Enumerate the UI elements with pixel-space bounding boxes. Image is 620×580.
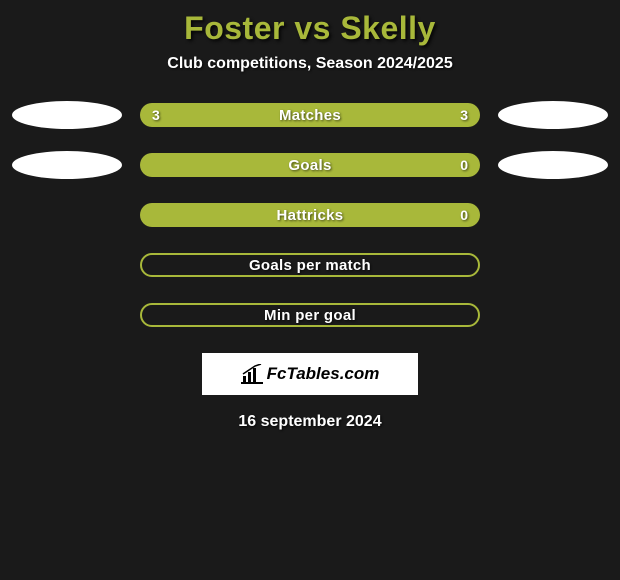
stat-row-goals-per-match: Goals per match	[0, 251, 620, 279]
right-value: 3	[460, 107, 468, 123]
right-ellipse-placeholder	[498, 251, 608, 279]
left-ellipse-placeholder	[12, 201, 122, 229]
left-ellipse	[12, 101, 122, 129]
left-ellipse-placeholder	[12, 251, 122, 279]
stat-row-hattricks: Hattricks 0	[0, 201, 620, 229]
left-value: 3	[152, 107, 160, 123]
stat-row-min-per-goal: Min per goal	[0, 301, 620, 329]
stat-row-goals: Goals 0	[0, 151, 620, 179]
right-ellipse-placeholder	[498, 201, 608, 229]
right-ellipse	[498, 101, 608, 129]
date-label: 16 september 2024	[238, 413, 381, 431]
comparison-card: Foster vs Skelly Club competitions, Seas…	[0, 0, 620, 580]
stat-row-matches: 3 Matches 3	[0, 101, 620, 129]
right-value: 0	[460, 157, 468, 173]
stats-list: 3 Matches 3 Goals 0 Hattricks 0	[0, 101, 620, 329]
stat-bar: Hattricks 0	[140, 203, 480, 227]
stat-label: Goals	[288, 157, 331, 174]
stat-label: Matches	[279, 107, 341, 124]
page-title: Foster vs Skelly	[184, 10, 436, 47]
stat-bar: 3 Matches 3	[140, 103, 480, 127]
subtitle: Club competitions, Season 2024/2025	[167, 55, 452, 73]
stat-label: Goals per match	[249, 257, 371, 274]
right-ellipse	[498, 151, 608, 179]
stat-label: Hattricks	[277, 207, 344, 224]
stat-label: Min per goal	[264, 307, 356, 324]
right-ellipse-placeholder	[498, 301, 608, 329]
logo-text: FcTables.com	[267, 364, 380, 384]
stat-bar: Goals 0	[140, 153, 480, 177]
stat-bar: Goals per match	[140, 253, 480, 277]
fctables-logo[interactable]: FcTables.com	[202, 353, 418, 395]
left-ellipse-placeholder	[12, 301, 122, 329]
stat-bar: Min per goal	[140, 303, 480, 327]
chart-icon	[241, 364, 263, 384]
left-ellipse	[12, 151, 122, 179]
right-value: 0	[460, 207, 468, 223]
